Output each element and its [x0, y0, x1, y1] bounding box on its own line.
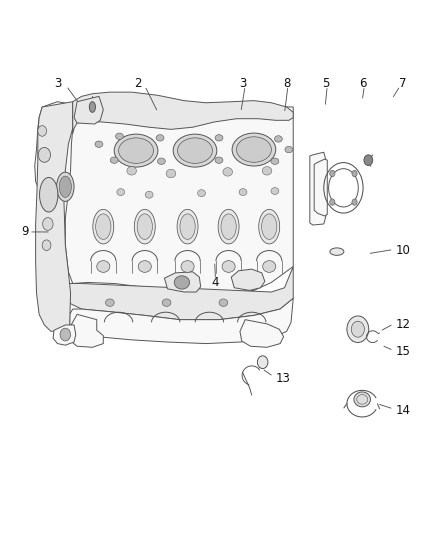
Circle shape	[351, 321, 364, 337]
Polygon shape	[231, 269, 265, 290]
Text: 5: 5	[322, 77, 330, 90]
Ellipse shape	[174, 276, 190, 289]
Ellipse shape	[215, 135, 223, 141]
Ellipse shape	[181, 261, 194, 272]
Polygon shape	[164, 272, 201, 292]
Ellipse shape	[262, 166, 272, 175]
Ellipse shape	[198, 190, 205, 197]
Ellipse shape	[177, 138, 212, 164]
Circle shape	[42, 217, 53, 230]
Ellipse shape	[215, 157, 223, 164]
Polygon shape	[35, 102, 81, 256]
Circle shape	[330, 171, 335, 177]
Circle shape	[60, 328, 71, 341]
Circle shape	[38, 126, 46, 136]
Circle shape	[330, 199, 335, 205]
Ellipse shape	[271, 158, 279, 165]
Ellipse shape	[275, 136, 283, 142]
Polygon shape	[70, 314, 103, 348]
Polygon shape	[74, 96, 103, 124]
Text: 10: 10	[396, 244, 411, 257]
Ellipse shape	[59, 176, 71, 197]
Text: 3: 3	[239, 77, 247, 90]
Ellipse shape	[166, 169, 176, 177]
Ellipse shape	[57, 172, 74, 201]
Text: 4: 4	[211, 276, 219, 289]
Ellipse shape	[89, 102, 95, 112]
Ellipse shape	[127, 166, 137, 175]
Ellipse shape	[271, 188, 279, 195]
Ellipse shape	[138, 261, 151, 272]
Ellipse shape	[95, 141, 103, 148]
Text: 15: 15	[396, 345, 411, 358]
Text: 6: 6	[359, 77, 367, 90]
Ellipse shape	[156, 135, 164, 141]
Ellipse shape	[119, 138, 153, 164]
Ellipse shape	[114, 134, 158, 167]
Ellipse shape	[145, 191, 153, 198]
Circle shape	[258, 356, 268, 368]
Text: 12: 12	[396, 319, 411, 332]
Text: 3: 3	[54, 77, 61, 90]
Polygon shape	[73, 92, 293, 134]
Text: 14: 14	[396, 403, 411, 416]
Polygon shape	[70, 298, 293, 344]
Ellipse shape	[285, 147, 293, 153]
Circle shape	[38, 148, 50, 163]
Polygon shape	[314, 159, 327, 216]
Ellipse shape	[239, 189, 247, 196]
Circle shape	[42, 240, 51, 251]
Ellipse shape	[110, 157, 118, 164]
Ellipse shape	[232, 133, 276, 166]
Ellipse shape	[173, 134, 217, 167]
Circle shape	[364, 155, 373, 165]
Ellipse shape	[97, 261, 110, 272]
Polygon shape	[65, 266, 293, 320]
Text: 9: 9	[21, 225, 28, 238]
Circle shape	[347, 316, 369, 343]
Ellipse shape	[259, 209, 280, 244]
Ellipse shape	[39, 177, 58, 212]
Ellipse shape	[180, 214, 195, 239]
Polygon shape	[65, 102, 293, 294]
Ellipse shape	[93, 209, 114, 244]
Ellipse shape	[237, 137, 272, 163]
Ellipse shape	[162, 299, 171, 306]
Ellipse shape	[221, 214, 236, 239]
Circle shape	[352, 199, 357, 205]
Polygon shape	[35, 102, 73, 332]
Ellipse shape	[223, 167, 233, 176]
Polygon shape	[53, 325, 76, 345]
Ellipse shape	[222, 261, 235, 272]
Ellipse shape	[157, 158, 165, 165]
Circle shape	[352, 171, 357, 177]
Text: 2: 2	[134, 77, 142, 90]
Ellipse shape	[106, 299, 114, 306]
Ellipse shape	[330, 248, 344, 255]
Ellipse shape	[218, 209, 239, 244]
Ellipse shape	[134, 209, 155, 244]
Ellipse shape	[354, 392, 371, 407]
Polygon shape	[240, 320, 284, 348]
Ellipse shape	[116, 133, 124, 140]
Ellipse shape	[261, 214, 277, 239]
Ellipse shape	[177, 209, 198, 244]
Text: 8: 8	[283, 77, 290, 90]
Polygon shape	[310, 152, 326, 225]
Ellipse shape	[137, 214, 152, 239]
Ellipse shape	[95, 214, 111, 239]
Ellipse shape	[263, 261, 276, 272]
Text: 7: 7	[399, 77, 406, 90]
Ellipse shape	[219, 299, 228, 306]
Ellipse shape	[117, 189, 125, 196]
Text: 13: 13	[276, 372, 291, 385]
